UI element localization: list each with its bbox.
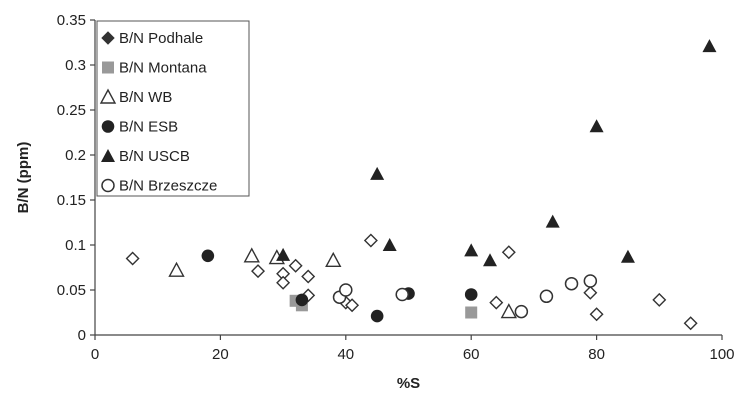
y-tick-label: 0.3 bbox=[65, 57, 86, 74]
legend-marker bbox=[101, 149, 115, 162]
series-0 bbox=[125, 233, 698, 331]
data-point bbox=[464, 243, 479, 257]
data-point bbox=[652, 292, 667, 307]
data-point bbox=[251, 264, 266, 279]
data-point bbox=[243, 247, 260, 263]
data-point bbox=[464, 288, 478, 301]
y-tick-label: 0.05 bbox=[57, 282, 86, 299]
data-point bbox=[501, 245, 516, 260]
data-point bbox=[301, 269, 316, 284]
data-point bbox=[168, 261, 185, 277]
x-tick-label: 60 bbox=[463, 346, 480, 363]
legend-marker bbox=[101, 120, 115, 133]
data-point bbox=[370, 166, 385, 180]
data-point bbox=[201, 249, 215, 263]
data-point bbox=[483, 253, 498, 267]
y-axis-ticks: 0 0.05 0.1 0.15 0.2 0.25 0.3 0.35 bbox=[57, 12, 95, 344]
series-3 bbox=[201, 249, 478, 323]
x-tick-label: 40 bbox=[337, 346, 354, 363]
data-points bbox=[125, 39, 717, 331]
legend-marker bbox=[99, 88, 117, 104]
data-point bbox=[545, 214, 560, 228]
y-tick-label: 0.15 bbox=[57, 192, 86, 209]
series-5 bbox=[332, 274, 598, 319]
x-tick-label: 100 bbox=[709, 346, 734, 363]
data-point bbox=[702, 39, 717, 53]
data-point bbox=[514, 304, 529, 319]
legend-marker bbox=[101, 31, 115, 45]
data-point bbox=[589, 307, 604, 322]
legend-marker bbox=[101, 178, 115, 193]
legend-marker bbox=[102, 61, 114, 74]
data-point bbox=[276, 275, 291, 290]
data-point bbox=[276, 247, 291, 261]
data-point bbox=[288, 258, 303, 273]
data-point bbox=[339, 283, 353, 297]
data-point bbox=[295, 293, 309, 307]
y-tick-label: 0.25 bbox=[57, 102, 86, 119]
data-point bbox=[345, 298, 360, 313]
data-point bbox=[363, 233, 378, 248]
data-point bbox=[583, 285, 598, 300]
data-point bbox=[539, 289, 554, 304]
y-tick-label: 0.2 bbox=[65, 147, 86, 164]
series-1 bbox=[289, 294, 478, 319]
data-point bbox=[564, 276, 579, 291]
plot-frame bbox=[94, 20, 722, 336]
data-point bbox=[583, 274, 598, 288]
series-2 bbox=[168, 247, 517, 319]
x-tick-label: 20 bbox=[212, 346, 229, 363]
data-point bbox=[500, 303, 517, 319]
data-point bbox=[465, 306, 478, 319]
x-axis-title: %S bbox=[397, 375, 420, 392]
data-point bbox=[395, 287, 409, 302]
legend-label: B/N Brzeszcze bbox=[119, 178, 217, 195]
legend-label: B/N USCB bbox=[119, 148, 190, 165]
series-4 bbox=[276, 39, 717, 267]
data-point bbox=[125, 251, 140, 266]
legend-label: B/N WB bbox=[119, 89, 172, 106]
legend: B/N Podhale B/N Montana B/N WB B/N ESB B/N U… bbox=[96, 20, 250, 197]
x-tick-label: 80 bbox=[588, 346, 605, 363]
y-tick-label: 0.1 bbox=[65, 237, 86, 254]
x-tick-label: 0 bbox=[91, 346, 99, 363]
data-point bbox=[325, 251, 342, 267]
legend-label: B/N Montana bbox=[119, 60, 207, 77]
data-point bbox=[620, 249, 635, 263]
y-tick-label: 0.35 bbox=[57, 12, 86, 29]
data-point bbox=[382, 238, 397, 251]
data-point bbox=[489, 295, 504, 310]
legend-label: B/N ESB bbox=[119, 119, 178, 136]
data-point bbox=[683, 316, 698, 331]
legend-box bbox=[96, 20, 250, 197]
data-point bbox=[370, 309, 384, 323]
x-axis-ticks: 0 20 40 60 80 100 bbox=[91, 335, 735, 363]
y-axis-title: B/N (ppm) bbox=[15, 142, 32, 214]
legend-label: B/N Podhale bbox=[119, 30, 203, 47]
y-tick-label: 0 bbox=[78, 327, 86, 344]
data-point bbox=[589, 119, 604, 133]
